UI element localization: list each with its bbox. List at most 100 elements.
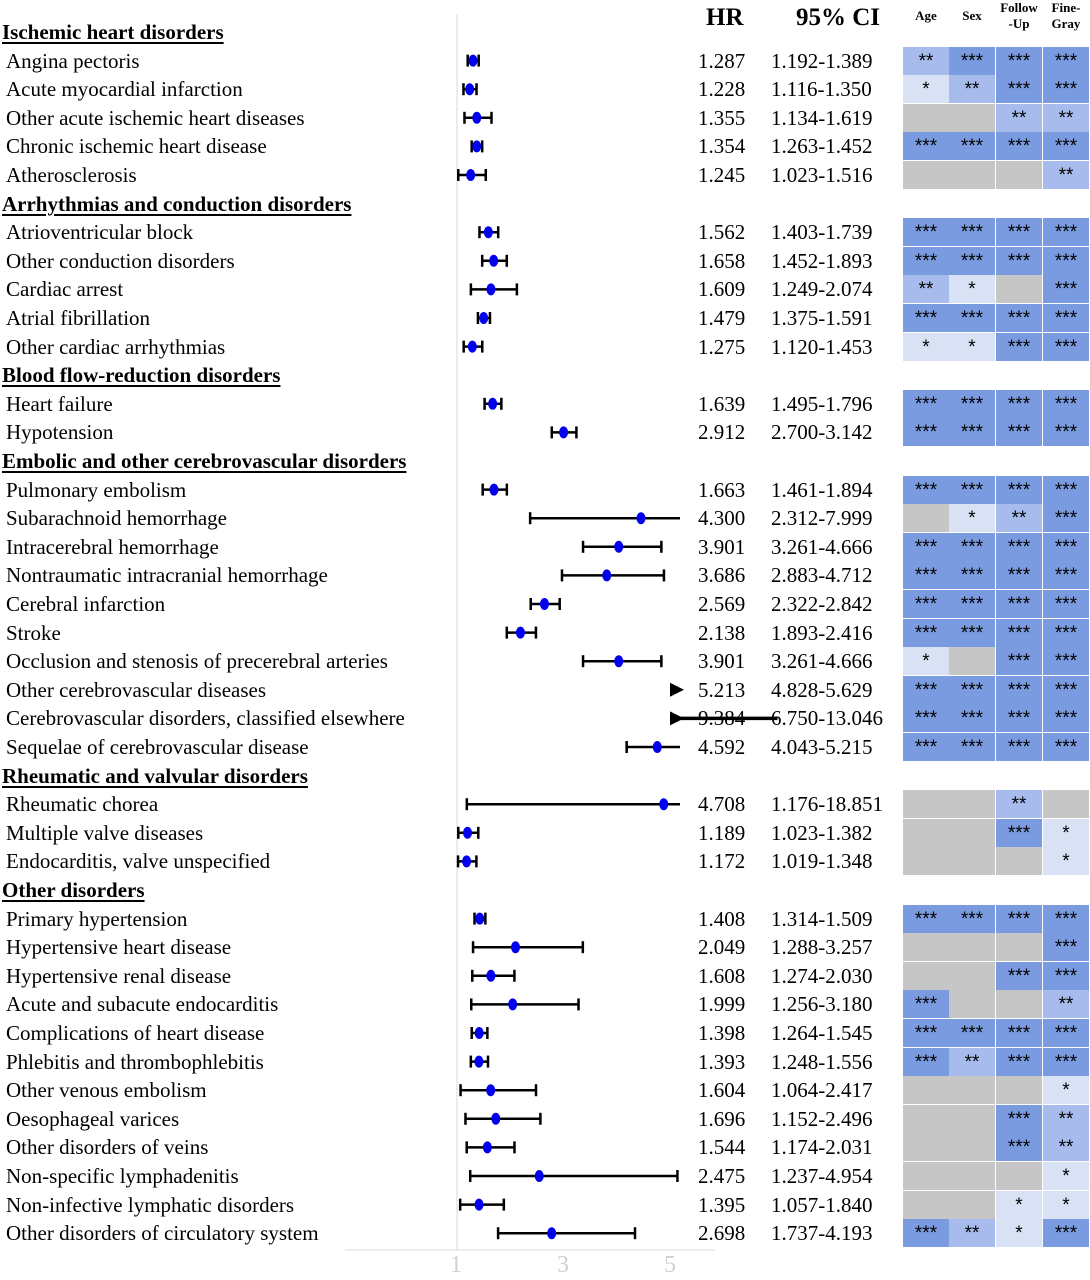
- sig-cell: ***: [1043, 332, 1089, 361]
- sig-cell: ***: [1043, 647, 1089, 676]
- row-label: Other venous embolism: [6, 1078, 207, 1103]
- ci-value: 3.261-4.666: [771, 534, 873, 559]
- sig-cell: [903, 1133, 949, 1162]
- sig-cell: ***: [996, 532, 1042, 561]
- hr-value: 1.999: [698, 992, 746, 1017]
- sig-cell: [996, 990, 1042, 1019]
- sig-cell: ***: [949, 733, 995, 761]
- ci-value: 6.750-13.046: [771, 706, 883, 731]
- hr-point: [486, 283, 496, 296]
- hr-point: [488, 397, 498, 410]
- hr-value: 3.901: [698, 534, 746, 559]
- sig-cell: ***: [1043, 46, 1089, 75]
- sig-cell: [903, 961, 949, 990]
- row-label: Rheumatic chorea: [6, 792, 159, 817]
- sig-cell: [1043, 790, 1089, 819]
- row-label: Acute and subacute endocarditis: [6, 992, 279, 1017]
- sig-cell: **: [949, 1047, 995, 1076]
- sig-cell: [949, 1190, 995, 1219]
- ci-value: 1.134-1.619: [771, 105, 873, 130]
- sig-cell: *: [1043, 1076, 1089, 1105]
- hr-value: 1.639: [698, 391, 746, 416]
- sig-cell: **: [949, 1219, 995, 1248]
- sig-cell: **: [996, 103, 1042, 132]
- sig-cell: ***: [1043, 961, 1089, 990]
- sig-cell: *: [949, 275, 995, 304]
- sig-cell: [949, 161, 995, 189]
- sig-cell: ***: [1043, 75, 1089, 104]
- sig-cell: ***: [949, 561, 995, 590]
- ci-value: 2.312-7.999: [771, 506, 873, 531]
- ci-value: 1.274-2.030: [771, 963, 873, 988]
- hr-point: [486, 1084, 496, 1097]
- hr-point: [602, 569, 612, 582]
- sig-cell: ***: [949, 218, 995, 247]
- sig-cell: ***: [903, 1047, 949, 1076]
- row-label: Cerebrovascular disorders, classified el…: [6, 706, 405, 731]
- sig-cell: ***: [1043, 933, 1089, 962]
- hr-point: [474, 1055, 484, 1068]
- sig-cell: ***: [1043, 1219, 1089, 1248]
- sig-cell: ***: [1043, 132, 1089, 161]
- hr-value: 1.696: [698, 1106, 746, 1131]
- row-label: Nontraumatic intracranial hemorrhage: [6, 563, 328, 588]
- sig-cell: ***: [949, 618, 995, 647]
- row-label: Primary hypertension: [6, 906, 188, 931]
- sig-cell: [903, 161, 949, 189]
- sig-cell: ***: [996, 46, 1042, 75]
- hr-value: 1.354: [698, 134, 746, 159]
- sig-cell: [903, 933, 949, 962]
- hr-value: 1.395: [698, 1192, 746, 1217]
- sig-cell: **: [1043, 103, 1089, 132]
- hr-point: [479, 312, 489, 324]
- sig-cell: [949, 790, 995, 819]
- group-title: Blood flow-reduction disorders: [2, 363, 281, 388]
- sig-cell: ***: [996, 218, 1042, 247]
- sig-cell: *: [1043, 818, 1089, 847]
- sig-cell: ***: [996, 1104, 1042, 1133]
- x-tick-label: 5: [664, 1252, 676, 1278]
- ci-value: 1.288-3.257: [771, 935, 873, 960]
- sig-cell: [996, 161, 1042, 189]
- sig-cell: *: [949, 504, 995, 533]
- sig-cell: ***: [903, 532, 949, 561]
- sig-cell: ***: [1043, 590, 1089, 618]
- hr-point: [510, 941, 520, 954]
- sig-cell: ***: [1043, 304, 1089, 332]
- row-label: Subarachnoid hemorrhage: [6, 506, 228, 531]
- hr-point: [489, 254, 499, 267]
- ci-value: 1.023-1.516: [771, 163, 873, 187]
- ci-value: 3.261-4.666: [771, 649, 873, 674]
- ci-value: 1.237-4.954: [771, 1164, 873, 1188]
- ci-value: 1.116-1.350: [771, 77, 872, 102]
- sig-cell: ***: [1043, 1019, 1089, 1047]
- ci-value: 1.064-2.417: [771, 1078, 873, 1103]
- sig-cell: [996, 275, 1042, 304]
- sig-cell: *: [996, 1190, 1042, 1219]
- sig-cell: [949, 1133, 995, 1162]
- row-label: Cardiac arrest: [6, 277, 124, 302]
- sig-cell: ***: [903, 132, 949, 161]
- row-label: Occlusion and stenosis of precerebral ar…: [6, 649, 388, 674]
- sig-cell: ***: [903, 561, 949, 590]
- hr-point: [636, 512, 646, 525]
- sig-cell: [949, 818, 995, 847]
- hr-point: [475, 912, 485, 925]
- hr-value: 1.608: [698, 963, 746, 988]
- hr-value: 1.408: [698, 906, 746, 931]
- row-label: Other conduction disorders: [6, 248, 235, 273]
- hr-value: 2.698: [698, 1221, 746, 1246]
- hr-value: 1.172: [698, 849, 746, 874]
- sig-cell: ***: [996, 246, 1042, 275]
- sig-cell: ***: [949, 904, 995, 933]
- row-label: Other disorders of veins: [6, 1135, 209, 1160]
- sig-cell: ***: [903, 733, 949, 761]
- sig-cell: ***: [903, 704, 949, 733]
- sig-cell: [949, 961, 995, 990]
- ci-value: 1.248-1.556: [771, 1049, 873, 1074]
- sig-cell: ***: [1043, 675, 1089, 704]
- hr-value: 1.393: [698, 1049, 746, 1074]
- sig-cell: ***: [903, 218, 949, 247]
- sig-cell: *: [996, 1219, 1042, 1248]
- sig-cell: [949, 1076, 995, 1105]
